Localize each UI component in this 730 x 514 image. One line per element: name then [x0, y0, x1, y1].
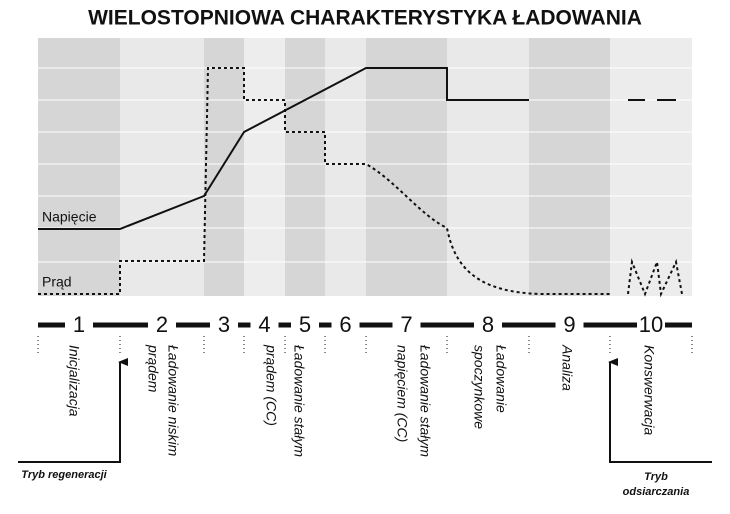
stage-shade — [244, 38, 285, 296]
mode-label: Tryb — [644, 471, 668, 483]
stage-description: Inicjalizacja — [66, 345, 82, 417]
stage-number: 8 — [482, 312, 494, 337]
stage-number: 5 — [299, 312, 311, 337]
stage-description: Analiza — [559, 344, 575, 391]
grid — [38, 67, 692, 263]
stage-shade — [285, 38, 325, 296]
current-line — [38, 67, 610, 295]
stage-description: Ładowanie — [493, 345, 509, 413]
mode-label: odsiarczania — [623, 486, 690, 498]
voltage-line — [38, 67, 529, 230]
title: WIELOSTOPNIOWA CHARAKTERYSTYKA ŁADOWANIA — [88, 7, 642, 30]
stage-gap — [555, 318, 584, 332]
stage-number: 9 — [563, 312, 575, 337]
stage-description: Ładowanie niskim — [165, 345, 181, 457]
stage-number: 4 — [258, 312, 270, 337]
voltage-label: Napięcie — [42, 209, 97, 225]
stage-description: spoczynkowe — [471, 345, 487, 429]
stage-shade — [529, 38, 610, 296]
stage-description: prądem — [145, 344, 161, 393]
stage-description: Konswerwacja — [641, 345, 657, 435]
stage-gap — [474, 318, 502, 332]
stage-number: 7 — [400, 312, 412, 337]
current-label: Prąd — [42, 274, 72, 290]
stage-number: 3 — [218, 312, 230, 337]
stage-shade — [38, 38, 120, 296]
stage-gap — [250, 318, 279, 332]
stage-description: prądem (CC) — [263, 344, 279, 426]
stage-shade — [204, 38, 244, 296]
stage-number: 1 — [73, 312, 85, 337]
stage-gap — [65, 318, 93, 332]
stage-gap — [210, 318, 238, 332]
stage-gap — [291, 318, 319, 332]
stage-description: Ładowanie stałym — [417, 345, 433, 457]
stage-number: 10 — [639, 312, 663, 337]
stage-gap — [637, 318, 665, 332]
stage-shade — [447, 38, 529, 296]
stage-number: 6 — [339, 312, 351, 337]
stage-gap — [331, 318, 360, 332]
mode-arrows — [18, 358, 712, 463]
stage-shade — [366, 38, 447, 296]
stage-number: 2 — [156, 312, 168, 337]
stage-gap — [148, 318, 176, 332]
stage-shade — [120, 38, 204, 296]
stage-description: Ładowanie stałym — [291, 345, 307, 457]
mode-label: Tryb regeneracji — [21, 469, 107, 481]
stage-description: napięciem (CC) — [394, 345, 410, 442]
stage-gap — [392, 318, 421, 332]
stage-shade — [610, 38, 692, 296]
stages: 1 2 3 4 5 6 7 8 9 10 — [37, 312, 693, 356]
stage-shade — [325, 38, 366, 296]
current-zigzag — [627, 258, 683, 298]
plot-background — [38, 38, 692, 296]
